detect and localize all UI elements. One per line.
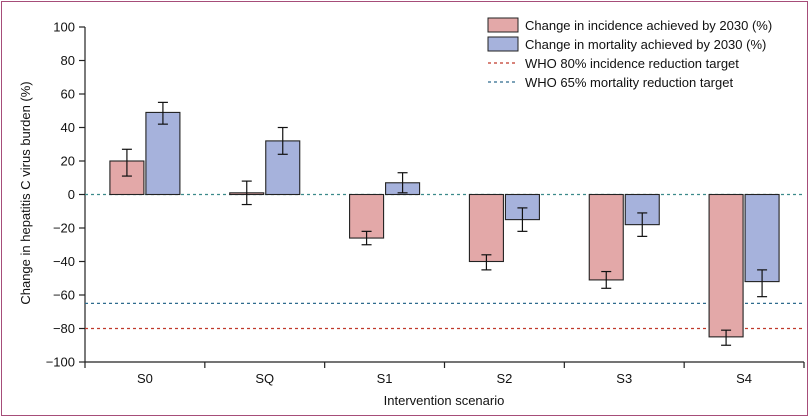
mortality-bar <box>744 193 780 283</box>
mortality-bar <box>145 111 181 196</box>
y-tick-label: 80 <box>61 53 75 68</box>
legend-swatch <box>487 36 519 52</box>
x-tick-label: S2 <box>496 371 512 386</box>
y-tick-label: 60 <box>61 87 75 102</box>
y-tick-label: 0 <box>68 187 75 202</box>
x-tick-label: SQ <box>255 371 274 386</box>
y-tick-label: −60 <box>53 288 75 303</box>
y-axis-label: Change in hepatitis C virus burden (%) <box>18 81 33 304</box>
y-tick-label: 20 <box>61 154 75 169</box>
y-tick-label: −40 <box>53 254 75 269</box>
legend-label: WHO 80% incidence reduction target <box>525 56 739 71</box>
legend-label: Change in incidence achieved by 2030 (%) <box>525 18 772 33</box>
incidence-bar <box>468 193 504 263</box>
x-axis-label: Intervention scenario <box>384 393 505 408</box>
y-tick-label: 100 <box>53 20 75 35</box>
reference-lines <box>85 193 804 330</box>
x-tick-label: S4 <box>736 371 752 386</box>
legend-label: WHO 65% mortality reduction target <box>525 75 733 90</box>
legend: Change in incidence achieved by 2030 (%)… <box>487 17 772 90</box>
x-tick-label: S3 <box>616 371 632 386</box>
y-tick-label: −100 <box>46 355 75 370</box>
incidence-bar <box>588 193 624 281</box>
x-axis: S0 SQ S1 S2 S3 S4 <box>84 361 805 386</box>
legend-swatch <box>487 17 519 33</box>
x-tick-label: S0 <box>137 371 153 386</box>
x-tick-label: S1 <box>377 371 393 386</box>
y-tick-label: −20 <box>53 221 75 236</box>
y-axis: 100 80 60 40 20 0 −20 −40 −60 −80 −100 <box>46 20 86 370</box>
legend-label: Change in mortality achieved by 2030 (%) <box>525 37 766 52</box>
y-tick-label: −80 <box>53 321 75 336</box>
y-tick-label: 40 <box>61 120 75 135</box>
bars <box>109 111 780 338</box>
incidence-bar <box>708 193 744 338</box>
error-bars <box>121 101 768 346</box>
